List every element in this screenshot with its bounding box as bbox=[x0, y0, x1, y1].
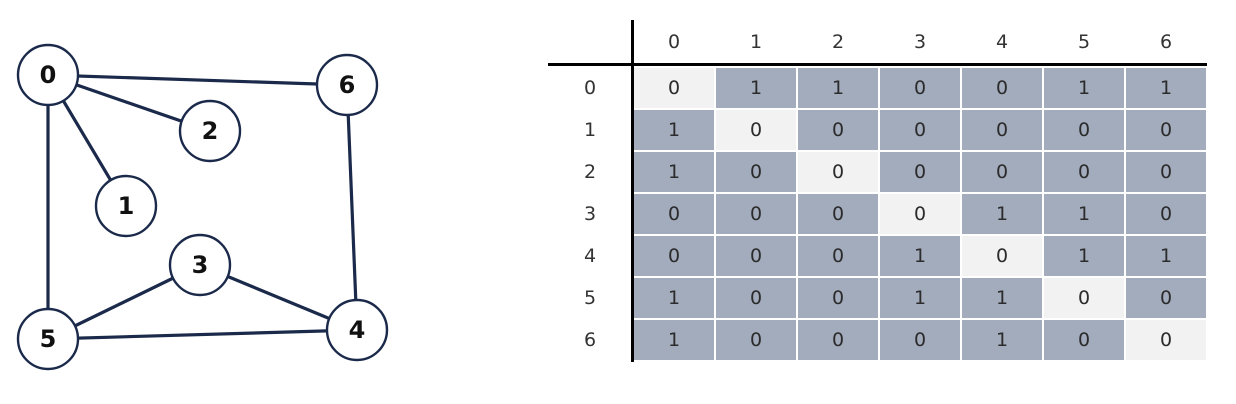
node-circle bbox=[325, 298, 389, 362]
node-0: 0 bbox=[16, 43, 80, 107]
column-header: 6 bbox=[1159, 31, 1173, 53]
node-label: 4 bbox=[349, 316, 366, 344]
matrix-cell: 0 bbox=[962, 152, 1042, 192]
matrix-cell: 0 bbox=[880, 110, 960, 150]
node-label: 5 bbox=[40, 325, 57, 353]
matrix-cell: 1 bbox=[798, 68, 878, 108]
matrix-cell: 0 bbox=[1044, 278, 1124, 318]
matrix-cell: 0 bbox=[716, 278, 796, 318]
matrix-cell: 0 bbox=[716, 320, 796, 360]
edge-0-6 bbox=[47, 73, 348, 87]
row-header: 3 bbox=[583, 203, 597, 225]
node-label: 3 bbox=[192, 251, 209, 279]
edge-5-4 bbox=[47, 328, 358, 341]
matrix-cell: 1 bbox=[1044, 236, 1124, 276]
matrix-cell: 0 bbox=[962, 236, 1042, 276]
column-header: 2 bbox=[831, 31, 845, 53]
row-header: 6 bbox=[583, 329, 597, 351]
node-label: 0 bbox=[40, 61, 57, 89]
node-label: 2 bbox=[202, 117, 219, 145]
node-circle bbox=[16, 307, 80, 371]
matrix-cell: 0 bbox=[798, 320, 878, 360]
matrix-cell: 0 bbox=[1126, 278, 1206, 318]
matrix-cell: 1 bbox=[634, 152, 714, 192]
row-header: 1 bbox=[583, 119, 597, 141]
matrix-cell: 0 bbox=[1044, 320, 1124, 360]
matrix-cell: 0 bbox=[634, 194, 714, 234]
graph-nodes: 0 1 2 3 4 5 6 bbox=[16, 43, 389, 371]
matrix-cell: 0 bbox=[716, 152, 796, 192]
column-header: 4 bbox=[995, 31, 1009, 53]
matrix-cell: 1 bbox=[880, 236, 960, 276]
row-header: 2 bbox=[583, 161, 597, 183]
header-rule bbox=[548, 63, 1207, 66]
row-header: 5 bbox=[583, 287, 597, 309]
matrix-cell: 0 bbox=[798, 236, 878, 276]
matrix-cell: 1 bbox=[1044, 194, 1124, 234]
matrix-cell: 1 bbox=[962, 194, 1042, 234]
matrix-cell: 0 bbox=[1126, 110, 1206, 150]
matrix-cell: 1 bbox=[1044, 68, 1124, 108]
matrix-cell: 1 bbox=[716, 68, 796, 108]
row-header: 4 bbox=[583, 245, 597, 267]
node-label: 6 bbox=[339, 71, 356, 99]
column-header: 0 bbox=[667, 31, 681, 53]
matrix-cell: 1 bbox=[634, 110, 714, 150]
node-2: 2 bbox=[178, 99, 242, 163]
matrix-cell: 0 bbox=[798, 110, 878, 150]
matrix-cell: 0 bbox=[962, 110, 1042, 150]
matrix-cell: 1 bbox=[880, 278, 960, 318]
node-circle bbox=[315, 53, 379, 117]
matrix-cell: 0 bbox=[798, 194, 878, 234]
matrix-cell: 0 bbox=[798, 278, 878, 318]
matrix-cell: 1 bbox=[634, 320, 714, 360]
matrix-cell: 1 bbox=[634, 278, 714, 318]
column-header: 1 bbox=[749, 31, 763, 53]
graph-diagram: 0 1 2 3 4 5 6 bbox=[16, 43, 389, 371]
matrix-cell: 0 bbox=[880, 68, 960, 108]
column-header: 3 bbox=[913, 31, 927, 53]
matrix-cell: 0 bbox=[716, 110, 796, 150]
matrix-cell: 0 bbox=[716, 236, 796, 276]
matrix-cell: 1 bbox=[1126, 68, 1206, 108]
row-header-rule bbox=[631, 20, 634, 362]
matrix-cell: 1 bbox=[1126, 236, 1206, 276]
row-header: 0 bbox=[583, 77, 597, 99]
matrix-cell: 0 bbox=[634, 236, 714, 276]
matrix-cell: 0 bbox=[634, 68, 714, 108]
matrix-cell: 1 bbox=[962, 278, 1042, 318]
matrix-cell: 0 bbox=[1126, 320, 1206, 360]
node-4: 4 bbox=[325, 298, 389, 362]
matrix-cell: 1 bbox=[962, 320, 1042, 360]
column-header: 5 bbox=[1077, 31, 1091, 53]
node-circle bbox=[178, 99, 242, 163]
matrix-cell: 0 bbox=[1126, 152, 1206, 192]
node-circle bbox=[16, 43, 80, 107]
matrix-cell: 0 bbox=[962, 68, 1042, 108]
node-circle bbox=[168, 233, 232, 297]
matrix-cell: 0 bbox=[798, 152, 878, 192]
node-label: 1 bbox=[118, 192, 135, 220]
node-1: 1 bbox=[94, 174, 158, 238]
matrix-cell: 0 bbox=[880, 152, 960, 192]
node-5: 5 bbox=[16, 307, 80, 371]
node-6: 6 bbox=[315, 53, 379, 117]
matrix-cell: 0 bbox=[1126, 194, 1206, 234]
matrix-cell: 0 bbox=[880, 320, 960, 360]
node-circle bbox=[94, 174, 158, 238]
matrix-cell: 0 bbox=[1044, 110, 1124, 150]
matrix-cell: 0 bbox=[880, 194, 960, 234]
matrix-cell: 0 bbox=[716, 194, 796, 234]
node-3: 3 bbox=[168, 233, 232, 297]
edge-6-4 bbox=[345, 84, 359, 331]
matrix-cell: 0 bbox=[1044, 152, 1124, 192]
